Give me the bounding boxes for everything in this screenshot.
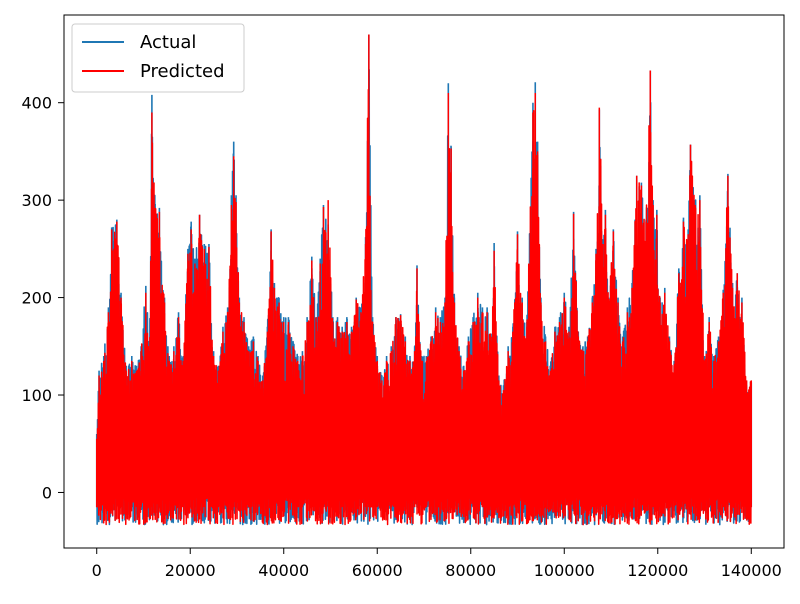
legend-label-predicted: Predicted bbox=[140, 61, 225, 82]
y-axis: 0 100 200 300 400 bbox=[21, 94, 64, 502]
x-tick-label: 80000 bbox=[445, 561, 496, 580]
y-tick-label: 200 bbox=[21, 289, 52, 308]
x-tick-label: 140000 bbox=[721, 561, 782, 580]
x-tick-label: 60000 bbox=[352, 561, 403, 580]
x-tick-label: 120000 bbox=[627, 561, 688, 580]
x-tick-label: 100000 bbox=[534, 561, 595, 580]
x-tick-label: 0 bbox=[92, 561, 102, 580]
x-tick-label: 40000 bbox=[258, 561, 309, 580]
plot-area-frame bbox=[63, 14, 785, 549]
legend: Actual Predicted bbox=[71, 23, 245, 93]
y-tick-label: 300 bbox=[21, 191, 52, 210]
y-tick-label: 100 bbox=[21, 386, 52, 405]
x-tick-label: 20000 bbox=[165, 561, 216, 580]
legend-label-actual: Actual bbox=[140, 32, 196, 53]
y-tick-label: 0 bbox=[42, 483, 52, 502]
y-tick-label: 400 bbox=[21, 94, 52, 113]
series-line-predicted bbox=[95, 34, 753, 526]
x-axis: 0 20000 40000 60000 80000 100000 120000 140000 bbox=[92, 548, 782, 580]
